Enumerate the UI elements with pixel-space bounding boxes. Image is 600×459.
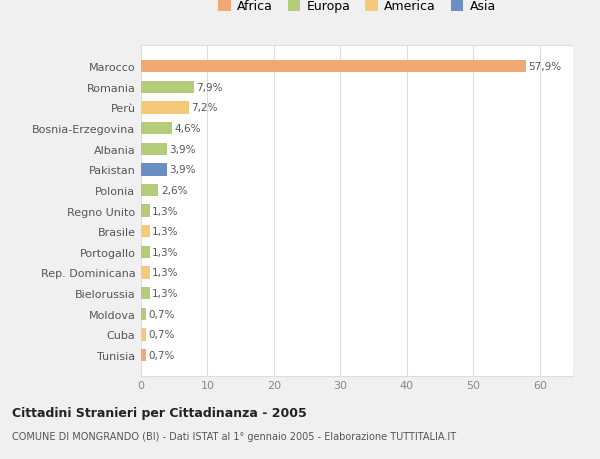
Text: 0,7%: 0,7% xyxy=(148,309,175,319)
Text: 4,6%: 4,6% xyxy=(174,124,201,134)
Text: 0,7%: 0,7% xyxy=(148,350,175,360)
Text: 7,2%: 7,2% xyxy=(191,103,218,113)
Text: 1,3%: 1,3% xyxy=(152,247,179,257)
Text: 2,6%: 2,6% xyxy=(161,185,187,196)
Legend: Africa, Europa, America, Asia: Africa, Europa, America, Asia xyxy=(218,0,496,13)
Bar xyxy=(141,164,167,176)
Bar xyxy=(141,82,194,94)
Bar xyxy=(141,349,146,361)
Bar xyxy=(141,308,146,320)
Bar xyxy=(141,205,149,217)
Bar xyxy=(141,225,149,238)
Text: Cittadini Stranieri per Cittadinanza - 2005: Cittadini Stranieri per Cittadinanza - 2… xyxy=(12,406,307,419)
Text: 57,9%: 57,9% xyxy=(529,62,562,72)
Text: 3,9%: 3,9% xyxy=(170,165,196,175)
Bar xyxy=(141,61,526,73)
Text: 0,7%: 0,7% xyxy=(148,330,175,340)
Bar xyxy=(141,329,146,341)
Text: 1,3%: 1,3% xyxy=(152,268,179,278)
Bar xyxy=(141,246,149,258)
Bar xyxy=(141,143,167,156)
Bar xyxy=(141,267,149,279)
Text: 1,3%: 1,3% xyxy=(152,206,179,216)
Text: 1,3%: 1,3% xyxy=(152,288,179,298)
Bar xyxy=(141,287,149,300)
Text: 7,9%: 7,9% xyxy=(196,83,223,93)
Text: COMUNE DI MONGRANDO (BI) - Dati ISTAT al 1° gennaio 2005 - Elaborazione TUTTITAL: COMUNE DI MONGRANDO (BI) - Dati ISTAT al… xyxy=(12,431,456,442)
Bar xyxy=(141,102,189,114)
Text: 3,9%: 3,9% xyxy=(170,145,196,154)
Bar xyxy=(141,185,158,197)
Bar xyxy=(141,123,172,135)
Text: 1,3%: 1,3% xyxy=(152,227,179,237)
